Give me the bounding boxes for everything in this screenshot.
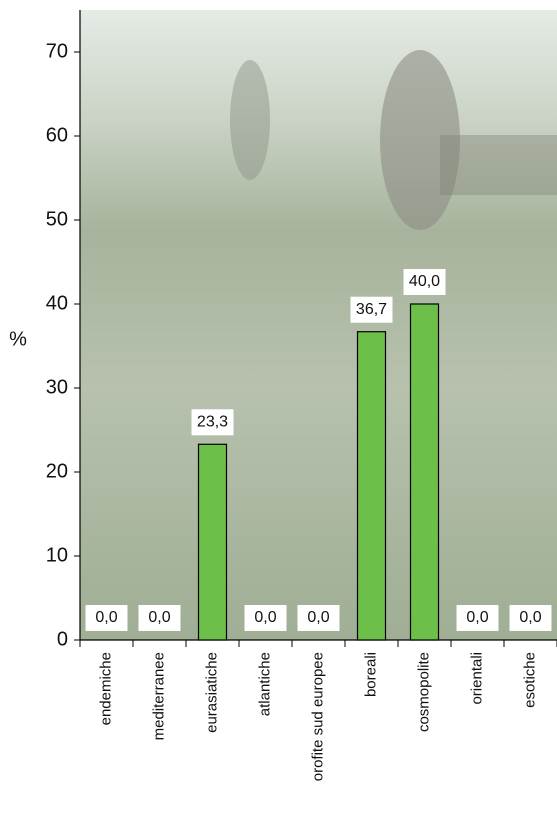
value-label-box — [297, 605, 340, 631]
value-label: 0,0 — [307, 609, 329, 626]
x-tick-label: cosmopolite — [415, 652, 432, 732]
value-label: 0,0 — [466, 609, 488, 626]
value-label-box — [403, 269, 446, 295]
value-label-box — [138, 605, 181, 631]
x-tick-label: esotiche — [521, 652, 538, 708]
value-label: 23,3 — [197, 413, 228, 430]
value-label-box — [85, 605, 128, 631]
value-label: 0,0 — [95, 609, 117, 626]
tree — [230, 60, 270, 180]
y-tick-label: 60 — [46, 124, 68, 146]
bar — [409, 303, 440, 641]
tree — [380, 50, 460, 230]
value-label: 0,0 — [254, 609, 276, 626]
x-tick-label: orofite sud europee — [309, 652, 326, 781]
bar — [356, 331, 387, 641]
value-label-box — [509, 605, 552, 631]
value-label-box — [456, 605, 499, 631]
bar — [197, 443, 228, 641]
y-tick-label: 30 — [46, 376, 68, 398]
y-axis-label: % — [9, 328, 27, 350]
y-tick-label: 70 — [46, 40, 68, 62]
y-tick-label: 50 — [46, 208, 68, 230]
value-label: 0,0 — [519, 609, 541, 626]
value-label: 40,0 — [409, 273, 440, 290]
y-tick-label: 0 — [57, 628, 68, 650]
value-label-box — [244, 605, 287, 631]
value-label: 0,0 — [148, 609, 170, 626]
x-tick-label: boreali — [362, 652, 379, 697]
y-tick-label: 10 — [46, 544, 68, 566]
y-tick-label: 20 — [46, 460, 68, 482]
value-label-box — [191, 409, 234, 436]
x-tick-label: orientali — [468, 652, 485, 705]
x-tick-label: eurasiatiche — [203, 652, 220, 733]
field — [440, 135, 557, 195]
value-label: 36,7 — [356, 301, 387, 318]
background-photo — [80, 10, 557, 640]
value-label-box — [350, 296, 393, 323]
x-tick-label: atlantiche — [256, 652, 273, 716]
y-tick-label: 40 — [46, 292, 68, 314]
x-tick-label: mediterranee — [150, 652, 167, 740]
x-tick-label: endemiche — [97, 652, 114, 725]
